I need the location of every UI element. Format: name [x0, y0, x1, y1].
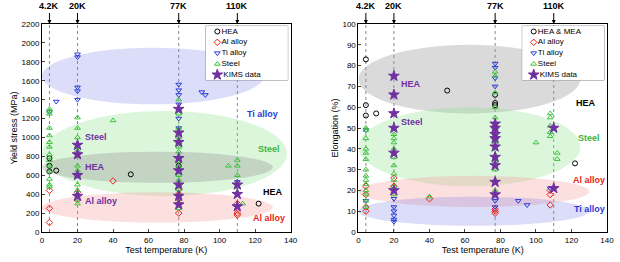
svg-text:80: 80: [180, 236, 189, 245]
svg-text:77K: 77K: [487, 1, 504, 11]
svg-text:70: 70: [347, 82, 356, 91]
svg-text:Al alloy: Al alloy: [253, 213, 285, 223]
svg-text:140: 140: [600, 236, 614, 245]
svg-text:110K: 110K: [543, 1, 565, 11]
svg-text:Al alloy: Al alloy: [85, 196, 117, 206]
svg-text:50: 50: [347, 124, 356, 133]
svg-text:1200: 1200: [22, 114, 40, 123]
svg-text:90: 90: [347, 41, 356, 50]
svg-text:0: 0: [35, 228, 40, 237]
svg-text:80: 80: [496, 236, 505, 245]
svg-text:1400: 1400: [22, 95, 40, 104]
svg-text:40: 40: [109, 236, 118, 245]
svg-text:400: 400: [26, 190, 40, 199]
svg-text:Test temperature (K): Test temperature (K): [442, 245, 524, 255]
svg-text:Ti alloy: Ti alloy: [538, 48, 563, 57]
svg-text:4.2K: 4.2K: [356, 1, 376, 11]
svg-text:Elongation (%): Elongation (%): [330, 98, 340, 157]
svg-text:100: 100: [213, 236, 227, 245]
svg-text:120: 120: [565, 236, 579, 245]
svg-text:80: 80: [347, 61, 356, 70]
svg-text:77K: 77K: [170, 1, 187, 11]
svg-text:0: 0: [351, 228, 356, 237]
svg-text:Steel: Steel: [258, 144, 280, 154]
svg-text:60: 60: [347, 103, 356, 112]
svg-text:Al alloy: Al alloy: [221, 37, 247, 46]
svg-text:2000: 2000: [22, 39, 40, 48]
svg-text:Steel: Steel: [578, 133, 600, 143]
svg-text:60: 60: [460, 236, 469, 245]
svg-text:1800: 1800: [22, 58, 40, 67]
svg-text:Steel: Steel: [538, 59, 556, 68]
svg-text:Steel: Steel: [221, 59, 239, 68]
svg-text:20: 20: [347, 186, 356, 195]
svg-text:Yield stress (MPa): Yield stress (MPa): [9, 91, 19, 164]
svg-text:20: 20: [73, 236, 82, 245]
svg-text:40: 40: [347, 145, 356, 154]
svg-text:140: 140: [284, 236, 298, 245]
svg-text:1600: 1600: [22, 77, 40, 86]
svg-text:60: 60: [144, 236, 153, 245]
svg-text:Ti alloy: Ti alloy: [247, 109, 278, 119]
svg-text:Ti alloy: Ti alloy: [574, 204, 605, 214]
svg-text:Al alloy: Al alloy: [538, 37, 564, 46]
svg-text:0: 0: [40, 236, 45, 245]
svg-text:20: 20: [389, 236, 398, 245]
svg-text:Test temperature (K): Test temperature (K): [125, 245, 207, 255]
svg-text:HEA & MEA: HEA & MEA: [538, 26, 582, 35]
svg-text:Ti alloy: Ti alloy: [221, 48, 246, 57]
svg-text:HEA: HEA: [401, 79, 421, 89]
svg-text:Steel: Steel: [401, 117, 423, 127]
svg-text:20K: 20K: [385, 1, 402, 11]
svg-text:HEA: HEA: [221, 26, 238, 35]
svg-text:100: 100: [342, 20, 356, 29]
svg-text:10: 10: [347, 207, 356, 216]
svg-text:KIMS data: KIMS data: [223, 70, 261, 79]
svg-text:100: 100: [529, 236, 543, 245]
svg-text:600: 600: [26, 171, 40, 180]
svg-text:40: 40: [425, 236, 434, 245]
svg-text:110K: 110K: [226, 1, 248, 11]
svg-text:4.2K: 4.2K: [39, 1, 59, 11]
svg-text:120: 120: [248, 236, 262, 245]
svg-text:KIMS data: KIMS data: [540, 70, 578, 79]
svg-text:20K: 20K: [69, 1, 86, 11]
svg-text:2200: 2200: [22, 20, 40, 29]
svg-text:0: 0: [356, 236, 361, 245]
svg-text:Steel: Steel: [85, 132, 107, 142]
svg-text:HEA: HEA: [263, 187, 283, 197]
svg-text:800: 800: [26, 152, 40, 161]
svg-text:30: 30: [347, 165, 356, 174]
svg-text:1000: 1000: [22, 133, 40, 142]
svg-text:HEA: HEA: [85, 162, 105, 172]
svg-text:HEA: HEA: [576, 98, 596, 108]
svg-text:200: 200: [26, 209, 40, 218]
svg-text:Al alloy: Al alloy: [573, 175, 605, 185]
